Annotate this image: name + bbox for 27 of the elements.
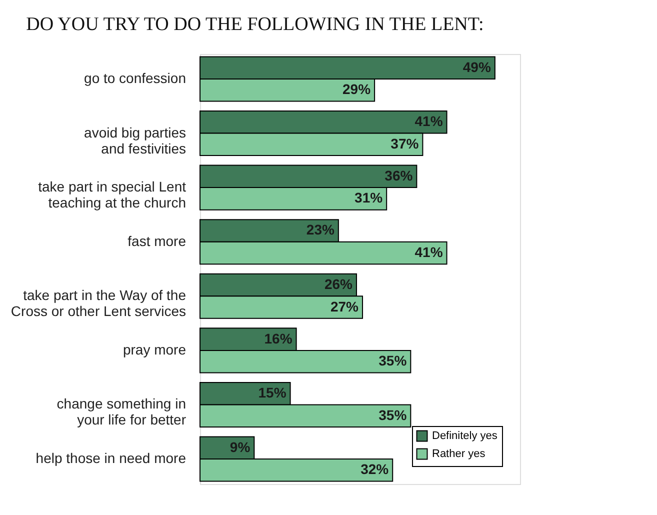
- legend-label: Definitely yes: [432, 430, 498, 442]
- y-tick-label: change something in your life for better: [56, 396, 186, 428]
- y-tick-label: help those in need more: [36, 450, 186, 466]
- legend-label: Rather yes: [432, 448, 486, 460]
- y-tick-label: fast more: [128, 232, 186, 249]
- data-label: 35%: [378, 406, 408, 423]
- chart-title: DO YOU TRY TO DO THE FOLLOWING IN THE LENT:: [26, 14, 484, 35]
- data-label: 31%: [354, 190, 384, 206]
- data-label: 49%: [462, 58, 492, 75]
- y-tick-label: take part in special Lent teaching at the church: [38, 178, 186, 211]
- y-tick-label: take part in the Way of the Cross or other Lent services: [10, 287, 186, 320]
- data-label: 32%: [360, 461, 390, 478]
- data-label: 9%: [230, 438, 251, 455]
- data-label: 37%: [390, 135, 420, 152]
- data-label: 35%: [378, 352, 408, 369]
- data-label: 36%: [384, 167, 414, 184]
- data-label: 27%: [330, 298, 360, 314]
- y-tick-label: pray more: [122, 341, 186, 358]
- y-tick-label: go to confession: [84, 70, 186, 86]
- data-label: 23%: [306, 222, 335, 238]
- y-tick-label: avoid big parties and festivities: [84, 124, 186, 156]
- data-label: 26%: [324, 276, 354, 292]
- data-label: 41%: [414, 244, 444, 260]
- data-label: 16%: [264, 330, 293, 346]
- data-label: 15%: [258, 384, 287, 401]
- data-label: 29%: [342, 81, 372, 98]
- data-label: 41%: [414, 113, 444, 130]
